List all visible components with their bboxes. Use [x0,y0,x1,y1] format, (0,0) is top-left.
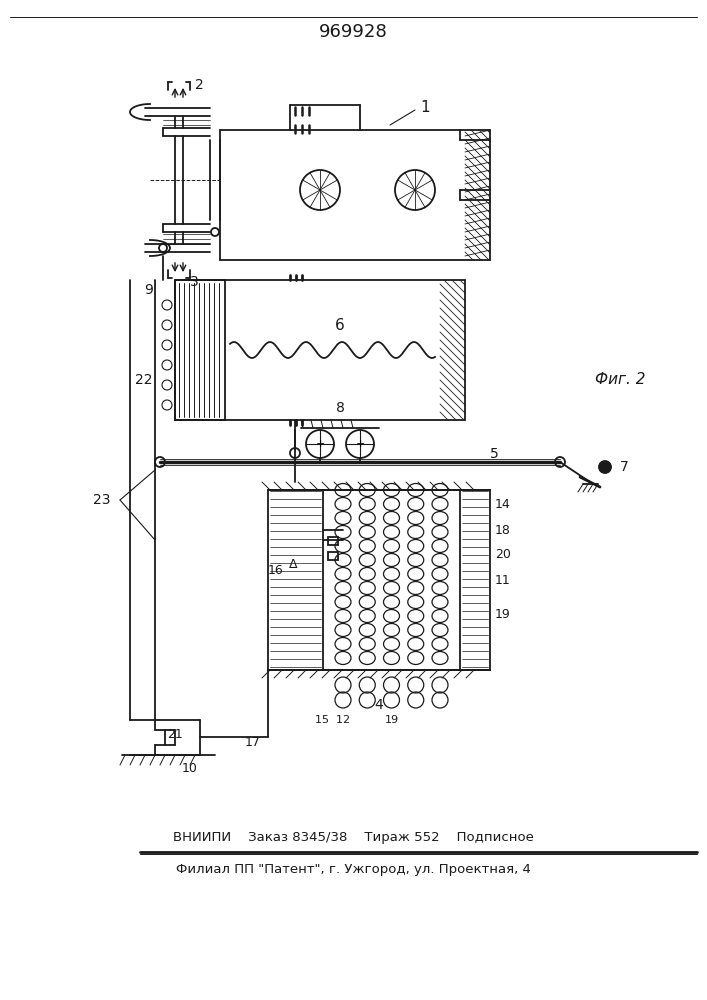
Text: 1: 1 [420,100,430,114]
Text: 23: 23 [93,493,110,507]
Text: 969928: 969928 [319,23,387,41]
Text: 19: 19 [385,715,399,725]
Text: 3: 3 [190,275,199,289]
Text: 2: 2 [195,78,204,92]
Text: 9: 9 [144,283,153,297]
Text: Δ: Δ [288,558,297,572]
Circle shape [599,461,611,473]
Text: Фиг. 2: Фиг. 2 [595,372,645,387]
Text: 16: 16 [267,564,283,576]
Bar [328,552,338,560]
Text: 4: 4 [375,698,383,712]
Text: +: + [315,439,325,449]
Text: 8: 8 [336,401,344,415]
Text: 10: 10 [182,762,198,774]
Text: 15  12: 15 12 [315,715,351,725]
Text: ВНИИПИ    Заказ 8345/38    Тираж 552    Подписное: ВНИИПИ Заказ 8345/38 Тираж 552 Подписное [173,830,534,844]
Text: 19: 19 [495,608,510,621]
Text: 20: 20 [495,548,511,562]
Text: 21: 21 [167,728,183,742]
Text: 6: 6 [335,318,345,332]
Bar [268,490,490,670]
Text: 5: 5 [490,447,498,461]
Text: +: + [356,439,365,449]
Text: 18: 18 [495,524,511,536]
Text: Филиал ПП "Патент", г. Ужгород, ул. Проектная, 4: Филиал ПП "Патент", г. Ужгород, ул. Прое… [175,862,530,876]
Bar [175,280,225,420]
Bar [328,537,338,545]
Text: 14: 14 [495,498,510,512]
Text: 17: 17 [245,736,261,748]
Text: 22: 22 [136,373,153,387]
Text: 11: 11 [495,574,510,586]
Text: 7: 7 [620,460,629,474]
Bar [175,280,465,420]
